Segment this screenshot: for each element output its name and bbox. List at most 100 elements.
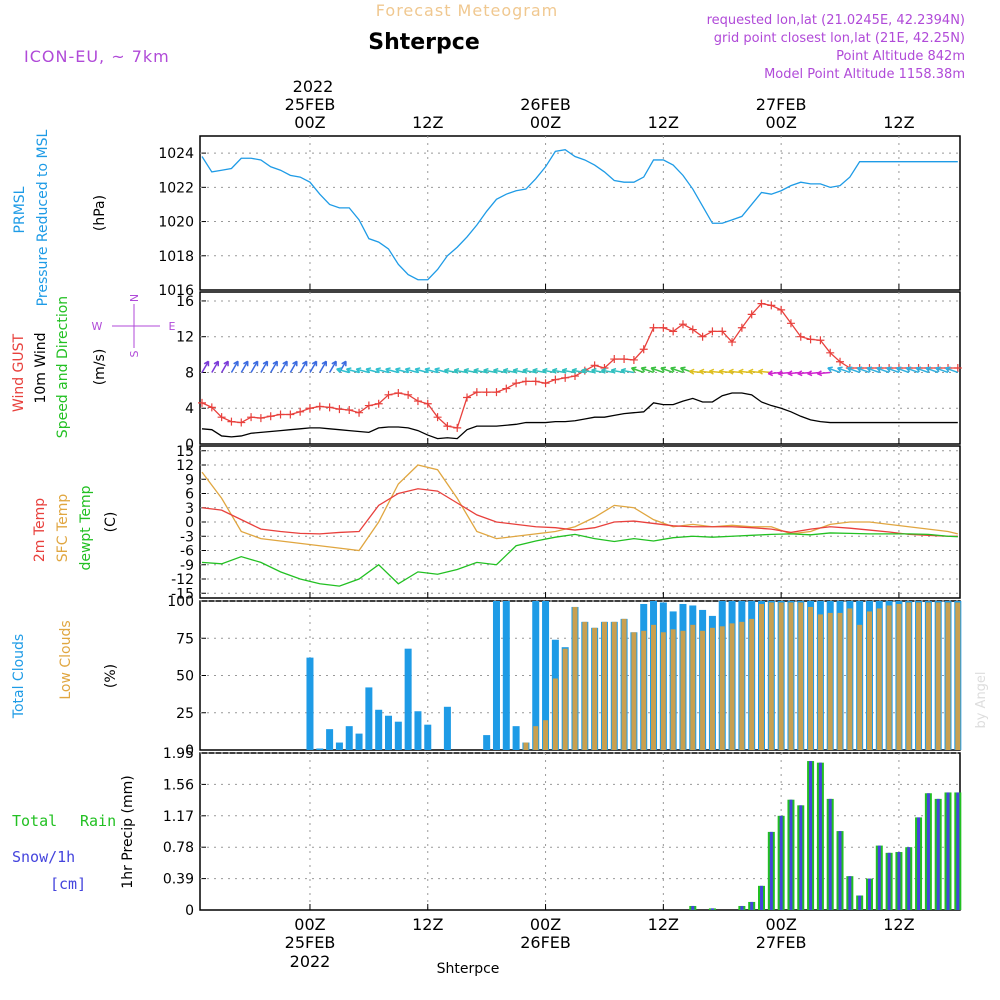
top-day-label: 26FEB (520, 95, 571, 114)
precip-ytick-label: 0.39 (163, 872, 194, 888)
total-cloud-bar (365, 687, 373, 750)
top-year: 2022 (293, 77, 334, 96)
precip-ytick-label: 1.17 (163, 809, 194, 825)
total-cloud-bar (492, 601, 500, 750)
total-cloud-bar (512, 726, 520, 750)
panel-precip: 1.95 1.56 1.17 0.78 0.39 0 (163, 746, 961, 919)
clouds-ytick-label: 75 (176, 631, 194, 647)
precip-inner-bar (848, 876, 852, 910)
wind-arrow (473, 369, 487, 374)
gust-series-point (247, 413, 256, 422)
gust-series-point (227, 417, 236, 426)
temp-labels: 2m Temp SFC Temp dewpt Temp (C) (32, 485, 119, 570)
panels: 10241022102010181016161284015129630-3-6-… (158, 135, 962, 919)
low-cloud-bar (857, 624, 863, 750)
low-cloud-bar (572, 606, 578, 750)
gust-series-line (201, 302, 958, 429)
wind-arrow-head (680, 366, 686, 373)
supertitle: Forecast Meteogram (376, 1, 558, 20)
total-cloud-bar (443, 706, 451, 750)
low-cloud-bar (749, 618, 755, 750)
total-cloud-bar (375, 709, 383, 750)
low-cloud-bar (788, 602, 794, 750)
gust-series-point (688, 325, 697, 334)
wind-arrow-head (689, 368, 695, 375)
wind-arrow (405, 368, 419, 374)
top-tick-label: 12Z (883, 113, 914, 132)
precip-inner-bar (710, 908, 714, 910)
bottom-tick-label: 00Z (530, 915, 561, 934)
temperature-ytick-label: 6 (185, 487, 194, 503)
low-cloud-bar (582, 621, 588, 750)
gust-series-point (826, 348, 835, 357)
gust-series-point (423, 399, 432, 408)
precip-label-total: Total (12, 812, 57, 830)
wind-arrow-head (375, 367, 381, 374)
temperature-ytick-label: 3 (185, 501, 194, 517)
wind-arrow-head (473, 367, 479, 374)
compass-e: E (169, 320, 176, 333)
clouds-ytick-label: 0 (185, 743, 194, 759)
wind-arrow-head (272, 360, 278, 367)
low-cloud-bar (906, 602, 912, 750)
wind-arrow (522, 369, 536, 374)
credit-watermark: by Angel (974, 671, 989, 728)
precip-inner-bar (907, 847, 911, 910)
gust-series-point (698, 332, 707, 341)
wind-arrow (454, 369, 468, 374)
gust-series-point (463, 393, 472, 402)
low-cloud-bar (690, 624, 696, 750)
wind-arrow (250, 360, 259, 373)
precip-inner-bar (799, 805, 803, 910)
wind-arrow-head (787, 370, 793, 377)
model-altitude: Model Point Altitude 1158.38m (764, 67, 965, 82)
cloud-label-low: Low Clouds (58, 620, 74, 699)
wind-arrow (220, 360, 229, 373)
gust-series (198, 299, 962, 432)
gust-series-point (384, 390, 393, 399)
wind-arrow-head (945, 366, 951, 373)
precip-ytick-label: 1.95 (163, 746, 194, 762)
wind-labels: Wind GUST 10m Wind Speed and Direction (… (11, 294, 176, 438)
wind-arrow-head (591, 367, 597, 374)
gust-series-point (786, 319, 795, 328)
wind-arrow-head (846, 366, 853, 373)
pressure-label-prmsl: PRMSL (12, 186, 28, 233)
temp-label-sfc: SFC Temp (55, 494, 71, 563)
gust-series-point (217, 413, 226, 422)
top-tick-label: 12Z (648, 113, 679, 132)
wind-arrow-head (708, 368, 715, 375)
gust-series-point (276, 410, 285, 419)
wind-arrow-head (282, 360, 288, 367)
pressure-ytick-label: 1018 (158, 249, 194, 265)
pressure-series (201, 149, 958, 281)
precip-frame (199, 752, 961, 911)
wind-arrow (611, 369, 625, 374)
low-cloud-bar (876, 608, 882, 750)
sfc-temp-series-line (201, 464, 958, 552)
gust-series-point (620, 355, 629, 364)
gust-series-point (806, 335, 815, 344)
precip-inner-bar (926, 793, 930, 910)
top-tick-label: 12Z (412, 113, 443, 132)
wind-arrow-head (640, 366, 647, 373)
bottom-day-label: 26FEB (520, 933, 571, 952)
wind-arrow (230, 360, 239, 373)
precip-inner-bar (897, 852, 901, 910)
low-cloud-bar (601, 621, 607, 750)
gust-series-point (404, 390, 413, 399)
low-cloud-bar (808, 606, 814, 750)
precip-inner-bar (936, 798, 940, 910)
total-cloud-bar (483, 735, 491, 750)
wind-arrow (925, 367, 939, 374)
wind-arrow (493, 369, 507, 374)
total-cloud-bar (345, 726, 353, 750)
wind-arrow (620, 369, 635, 374)
wind-arrow-head (336, 367, 342, 374)
wind-arrow (444, 369, 458, 374)
precip-inner-bar (789, 799, 793, 910)
gust-series-point (757, 299, 766, 308)
wind-arrow (415, 368, 428, 374)
low-cloud-bar (798, 602, 804, 750)
